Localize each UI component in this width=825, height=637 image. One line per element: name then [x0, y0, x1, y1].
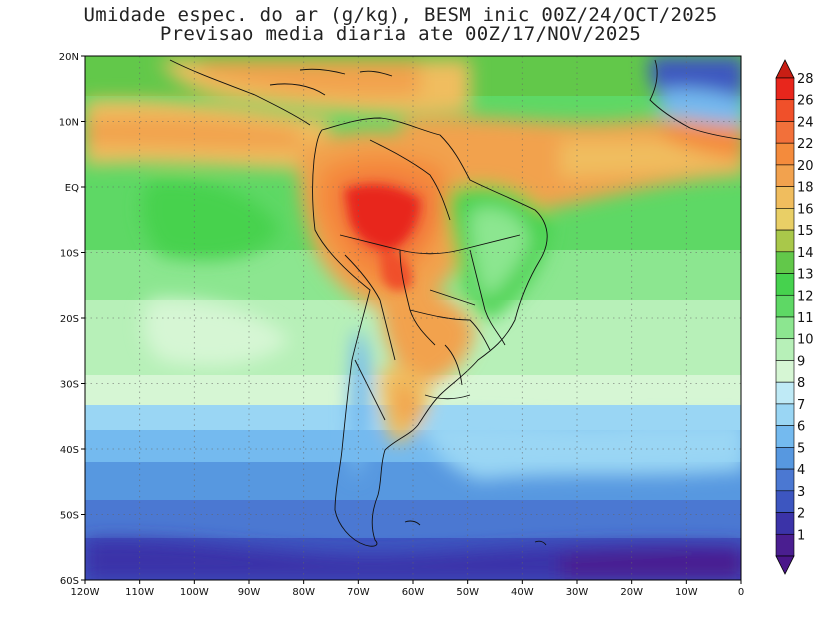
colorbar-label: 7	[797, 398, 805, 413]
colorbar-swatch	[775, 121, 795, 144]
colorbar-label: 11	[797, 311, 814, 326]
colorbar-label: 15	[797, 224, 814, 239]
lat-label: 10S	[60, 249, 79, 260]
colorbar-swatch	[775, 533, 795, 557]
lon-label: 50W	[456, 587, 479, 598]
lon-label: 80W	[292, 587, 315, 598]
lat-label: 30S	[60, 380, 79, 391]
colorbar-swatch	[775, 403, 795, 426]
colorbar-label: 14	[797, 246, 814, 261]
lat-label: 10N	[59, 118, 79, 129]
lat-label: 20S	[60, 314, 79, 325]
colorbar-swatch	[775, 381, 795, 405]
lon-label: 100W	[180, 587, 209, 598]
colorbar-swatch	[775, 251, 795, 274]
colorbar: 28 26 24 22 20 18 16 15 14 13 12 11 10 9 8 7 6 5 4 3 2 1	[775, 59, 814, 575]
colorbar-swatch	[775, 447, 795, 470]
colorbar-label: 13	[797, 268, 814, 283]
colorbar-label: 3	[797, 485, 805, 500]
colorbar-label: 5	[797, 441, 805, 456]
colorbar-swatch	[775, 425, 795, 448]
colorbar-swatch	[775, 208, 795, 231]
latitude-axis: 20N 10N EQ 10S 20S 30S 40S 50S 60S	[59, 52, 85, 587]
colorbar-label: 26	[797, 94, 814, 109]
lat-label: 40S	[60, 445, 79, 456]
colorbar-swatch	[775, 360, 795, 383]
title-line-1: Umidade espec. do ar (g/kg), BESM inic 0…	[83, 4, 718, 26]
lon-label: 0	[738, 587, 744, 598]
colorbar-label: 8	[797, 376, 805, 391]
lon-label: 10W	[675, 587, 698, 598]
colorbar-label: 16	[797, 202, 814, 217]
colorbar-swatch	[775, 512, 795, 535]
lon-label: 110W	[125, 587, 154, 598]
colorbar-swatch	[775, 186, 795, 209]
coastlines	[169, 59, 741, 547]
lon-label: 40W	[511, 587, 534, 598]
lat-label: 60S	[60, 576, 79, 587]
colorbar-label: 4	[797, 463, 805, 478]
lon-label: 60W	[402, 587, 425, 598]
lon-label: 30W	[566, 587, 589, 598]
colorbar-swatch	[775, 338, 795, 361]
lon-label: 120W	[71, 587, 100, 598]
colorbar-swatch	[775, 468, 795, 492]
colorbar-label: 20	[797, 159, 814, 174]
colorbar-swatch	[775, 490, 795, 513]
colorbar-label: 6	[797, 420, 805, 435]
colorbar-label: 28	[797, 72, 814, 87]
colorbar-swatch	[775, 99, 795, 122]
colorbar-swatch	[775, 273, 795, 296]
title-line-2: Previsao media diaria ate 00Z/17/NOV/202…	[159, 23, 642, 45]
colorbar-top-arrow	[775, 59, 795, 79]
colorbar-bottom-arrow	[775, 555, 795, 575]
colorbar-label: 24	[797, 115, 814, 130]
colorbar-swatch	[775, 77, 795, 101]
lon-label: 20W	[620, 587, 643, 598]
colorbar-label: 22	[797, 137, 814, 152]
colorbar-label: 9	[797, 354, 805, 369]
colorbar-label: 10	[797, 333, 814, 348]
colorbar-swatch	[775, 294, 795, 318]
lat-label: EQ	[65, 183, 79, 194]
colorbar-label: 1	[797, 528, 805, 543]
colorbar-swatch	[775, 316, 795, 340]
lon-label: 90W	[238, 587, 261, 598]
colorbar-label: 2	[797, 507, 805, 522]
colorbar-swatch	[775, 164, 795, 187]
lat-label: 20N	[59, 52, 79, 63]
lat-label: 50S	[60, 511, 79, 522]
colorbar-swatch	[775, 142, 795, 166]
colorbar-label: 12	[797, 289, 814, 304]
lon-label: 70W	[347, 587, 370, 598]
colorbar-label: 18	[797, 181, 814, 196]
colorbar-swatch	[775, 229, 795, 253]
longitude-axis: 120W 110W 100W 90W 80W 70W 60W 50W 40W 30W 20W 10W 0	[71, 580, 744, 598]
